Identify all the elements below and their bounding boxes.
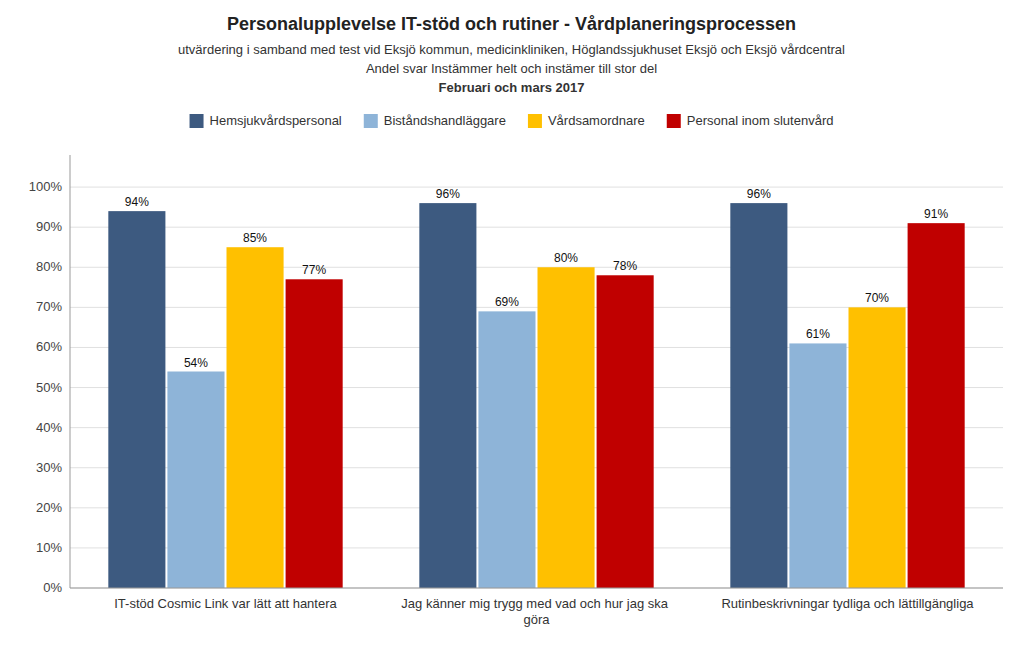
data-label: 96% (436, 187, 460, 201)
bar (730, 203, 787, 588)
tick-label: IT-stöd Cosmic Link var lätt att hantera (114, 596, 337, 611)
subtitle: Andel svar Instämmer helt och instämer t… (366, 61, 657, 76)
tick-label: 80% (36, 259, 62, 274)
data-label: 94% (125, 195, 149, 209)
x-axis: IT-stöd Cosmic Link var lätt att hantera… (114, 596, 974, 627)
grid-line (70, 588, 1003, 589)
bar (478, 311, 535, 588)
bars (108, 203, 964, 588)
tick-label: 70% (36, 299, 62, 314)
tick-label-line: Rutinbeskrivningar tydliga och lättillgä… (721, 596, 974, 611)
data-label: 54% (184, 356, 208, 370)
tick-label: 10% (36, 540, 62, 555)
subtitle: utvärdering i samband med test vid Eksjö… (178, 42, 845, 57)
tick-label: Rutinbeskrivningar tydliga och lättillgä… (721, 596, 974, 611)
chart: Personalupplevelse IT-stöd och rutiner -… (0, 0, 1023, 668)
axis-line (70, 155, 71, 588)
legend-swatch (190, 114, 204, 128)
tick-label-line: göra (523, 612, 550, 627)
grid-line (70, 227, 1003, 228)
tick-label: 60% (36, 339, 62, 354)
bar (419, 203, 476, 588)
tick-label: 30% (36, 460, 62, 475)
tick-label-line: Jag känner mig trygg med vad och hur jag… (401, 596, 671, 611)
tick-label: 50% (36, 380, 62, 395)
grid-line (70, 187, 1003, 188)
data-label: 77% (302, 263, 326, 277)
data-label: 91% (924, 207, 948, 221)
axis-line (70, 588, 1003, 589)
tick-label: Jag känner mig trygg med vad och hur jag… (401, 596, 671, 627)
grid-line (70, 267, 1003, 268)
data-label: 70% (865, 291, 889, 305)
legend: Hemsjukvårdspersonal Biståndshandläggare V… (190, 113, 834, 128)
data-labels: 94% 96% 96% 54% 69% 61% 85% 80% 70% 77% 78% 91% (125, 187, 949, 369)
title: Personalupplevelse IT-stöd och rutiner -… (227, 14, 796, 34)
tick-label: 90% (36, 219, 62, 234)
bar (538, 267, 595, 588)
legend-item: Hemsjukvårdspersonal (190, 113, 342, 128)
tick-label: 20% (36, 500, 62, 515)
bar (908, 223, 965, 588)
bar (789, 343, 846, 588)
legend-label: Personal inom slutenvård (687, 113, 834, 128)
bar (108, 211, 165, 588)
data-label: 61% (806, 327, 830, 341)
bar (849, 307, 906, 588)
tick-label: 100% (29, 179, 63, 194)
legend-swatch (667, 114, 681, 128)
bar (286, 279, 343, 588)
bar (167, 372, 224, 589)
data-label: 78% (613, 259, 637, 273)
legend-label: Hemsjukvårdspersonal (210, 113, 342, 128)
data-label: 96% (747, 187, 771, 201)
y-axis: 0% 10% 20% 30% 40% 50% 60% 70% 80% 90% 100% (29, 179, 1003, 595)
legend-item: Personal inom slutenvård (667, 113, 834, 128)
bar (227, 247, 284, 588)
tick-label: 40% (36, 420, 62, 435)
legend-label: Biståndshandläggare (384, 113, 506, 128)
legend-swatch (364, 114, 378, 128)
tick-label-line: IT-stöd Cosmic Link var lätt att hantera (114, 596, 337, 611)
data-label: 69% (495, 295, 519, 309)
tick-label: 0% (43, 580, 62, 595)
legend-label: Vårdsamordnare (548, 113, 645, 128)
background (0, 0, 1023, 668)
subtitle: Februari och mars 2017 (439, 80, 585, 95)
legend-swatch (528, 114, 542, 128)
data-label: 80% (554, 251, 578, 265)
legend-item: Vårdsamordnare (528, 113, 645, 128)
legend-item: Biståndshandläggare (364, 113, 506, 128)
data-label: 85% (243, 231, 267, 245)
bar (597, 275, 654, 588)
